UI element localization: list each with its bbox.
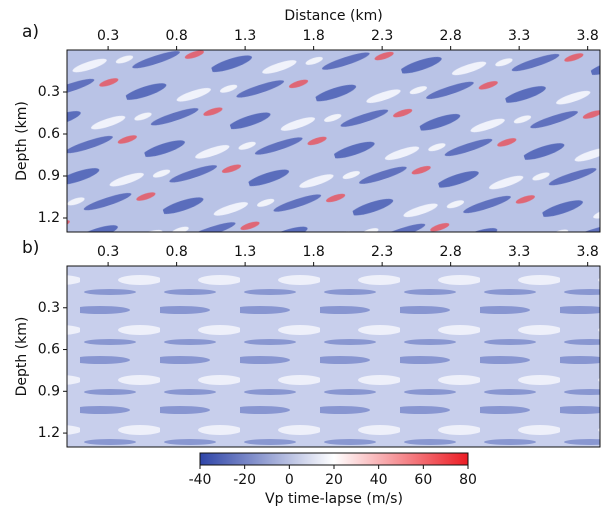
- y-axis-label: Depth (km): [14, 317, 30, 397]
- colorbar-tick-label: -40: [189, 472, 212, 488]
- colorbar-tick-label: 40: [370, 472, 388, 488]
- colorbar-tick-label: -20: [233, 472, 256, 488]
- panel-label: a): [22, 22, 39, 42]
- y-tick-label: 0.3: [38, 84, 60, 100]
- x-tick-label: 1.8: [302, 28, 324, 44]
- x-tick-label: 3.8: [577, 28, 599, 44]
- y-tick-label: 0.9: [38, 383, 60, 399]
- x-tick-label: 0.3: [97, 244, 119, 260]
- colorbar-tick-label: 20: [325, 472, 343, 488]
- x-tick-label: 1.3: [234, 244, 256, 260]
- y-axis-label: Depth (km): [14, 101, 30, 181]
- image-panel: [66, 49, 601, 233]
- x-tick-label: 0.3: [97, 28, 119, 44]
- x-tick-label: 3.8: [577, 244, 599, 260]
- y-tick-label: 1.2: [38, 425, 60, 441]
- x-tick-label: 0.8: [165, 28, 187, 44]
- colorbar: [199, 452, 469, 466]
- x-tick-label: 2.3: [371, 28, 393, 44]
- x-tick-label: 3.3: [508, 244, 530, 260]
- x-tick-label: 3.3: [508, 28, 530, 44]
- x-axis-label: Distance (km): [284, 8, 382, 24]
- y-tick-label: 0.9: [38, 168, 60, 184]
- x-tick-label: 2.8: [440, 28, 462, 44]
- x-tick-label: 2.8: [440, 244, 462, 260]
- colorbar-label: Vp time-lapse (m/s): [265, 491, 403, 507]
- x-tick-label: 0.8: [165, 244, 187, 260]
- colorbar-tick-label: 80: [459, 472, 477, 488]
- y-tick-label: 0.6: [38, 126, 60, 142]
- colorbar-tick-label: 0: [285, 472, 294, 488]
- y-tick-label: 1.2: [38, 210, 60, 226]
- x-tick-label: 2.3: [371, 244, 393, 260]
- image-panel: [66, 265, 601, 448]
- x-tick-label: 1.8: [302, 244, 324, 260]
- y-tick-label: 0.6: [38, 342, 60, 358]
- x-tick-label: 1.3: [234, 28, 256, 44]
- panel-label: b): [22, 238, 39, 258]
- colorbar-tick-label: 60: [414, 472, 432, 488]
- y-tick-label: 0.3: [38, 300, 60, 316]
